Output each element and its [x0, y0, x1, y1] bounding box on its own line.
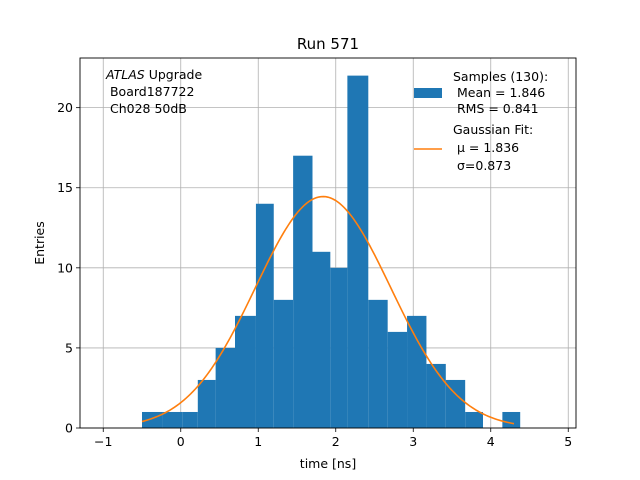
y-tick-label: 20	[57, 100, 73, 115]
y-tick-label: 10	[57, 260, 73, 275]
histogram-bar	[293, 155, 313, 428]
x-tick-label: 3	[409, 434, 417, 449]
histogram-bar	[235, 315, 256, 428]
x-tick-label: 2	[332, 434, 340, 449]
histogram-bar	[330, 267, 348, 428]
annotation-board: Board187722	[106, 84, 194, 99]
annotation-atlas: ATLAS	[105, 67, 145, 82]
legend-fit-line-3: σ=0.873	[453, 158, 511, 173]
x-tick-label: 5	[564, 434, 572, 449]
axis-ticks: −1 0 1 2 3 4 5 0 5 10 15 20	[57, 100, 572, 449]
histogram-bar	[162, 411, 183, 428]
y-axis-label: Entries	[32, 221, 47, 265]
x-tick-label: 4	[487, 434, 495, 449]
y-tick-label: 15	[57, 180, 73, 195]
y-tick-label: 5	[65, 340, 73, 355]
legend-histogram-line-2: Mean = 1.846	[453, 85, 545, 100]
legend-fit-line-2: μ = 1.836	[453, 140, 519, 155]
histogram-bar	[368, 299, 388, 428]
atlas-annotation: ATLAS Upgrade Board187722 Ch028 50dB	[105, 67, 202, 116]
x-axis-label: time [ns]	[300, 456, 356, 471]
chart-title: Run 571	[297, 35, 359, 53]
histogram-bar	[387, 331, 408, 428]
y-tick-label: 0	[65, 421, 73, 436]
annotation-line-1: ATLAS Upgrade	[105, 67, 202, 82]
histogram-bar	[407, 315, 427, 428]
legend-fit-line-1: Gaussian Fit:	[453, 122, 533, 137]
histogram-bar	[197, 379, 216, 428]
histogram-bar	[502, 411, 521, 428]
histogram-bar	[465, 411, 483, 428]
legend-histogram-swatch	[414, 88, 442, 98]
gaussian-fit-curve	[141, 195, 515, 425]
histogram-bar	[426, 363, 446, 428]
plot-frame	[79, 57, 577, 429]
annotation-channel: Ch028 50dB	[106, 101, 187, 116]
annotation-upgrade: Upgrade	[145, 67, 203, 82]
x-tick-label: −1	[94, 434, 112, 449]
histogram-bar	[215, 347, 235, 428]
histogram-bar	[182, 411, 198, 428]
x-tick-label: 1	[254, 434, 262, 449]
histogram-bar	[273, 299, 294, 428]
histogram-bars	[142, 75, 521, 428]
histogram-bar	[347, 75, 369, 428]
histogram-bar	[255, 203, 274, 428]
legend: Samples (130): Mean = 1.846 RMS = 0.841 …	[414, 69, 548, 173]
x-tick-label: 0	[177, 434, 185, 449]
legend-histogram-line-3: RMS = 0.841	[453, 101, 539, 116]
legend-histogram-line-1: Samples (130):	[453, 69, 548, 84]
histogram-bar	[312, 251, 331, 428]
histogram-bar	[445, 379, 466, 428]
